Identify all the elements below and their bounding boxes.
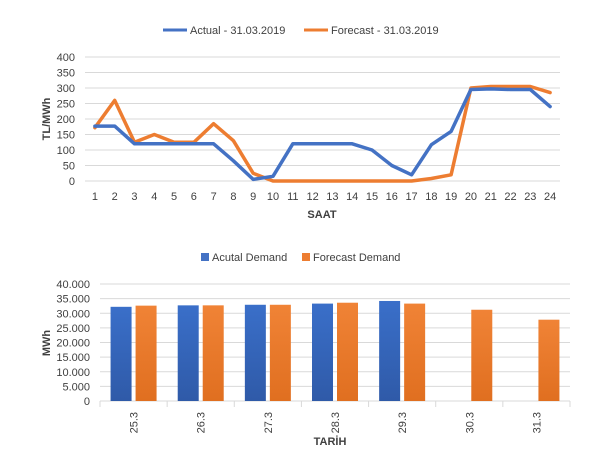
line-x-tick-label: 24 bbox=[544, 191, 556, 203]
line-x-tick-label: 14 bbox=[346, 191, 358, 203]
bar-gridlines bbox=[99, 283, 571, 407]
line-x-ticks: 1 2 3 4 5 6 7 8 9 10 11 12 13 14 15 16 17 18 19 20 21 22 23 24 bbox=[92, 191, 556, 203]
legend-label-forecast-demand: Forecast Demand bbox=[313, 252, 400, 264]
line-x-tick-label: 2 bbox=[112, 191, 118, 203]
line-x-tick-label: 4 bbox=[151, 191, 157, 203]
line-y-tick-label: 100 bbox=[57, 145, 75, 157]
line-x-tick-label: 6 bbox=[191, 191, 197, 203]
line-series-forecast bbox=[93, 84, 552, 183]
bar-actual-demand bbox=[244, 304, 266, 401]
bar-y-tick-label: 0 bbox=[84, 396, 90, 408]
line-x-tick-label: 5 bbox=[171, 191, 177, 203]
line-x-tick-label: 20 bbox=[465, 191, 477, 203]
bar-x-tick-label: 31.3 bbox=[531, 412, 543, 433]
line-x-tick-label: 8 bbox=[230, 191, 236, 203]
line-x-tick-label: 17 bbox=[405, 191, 417, 203]
bar-y-tick-label: 5.000 bbox=[62, 381, 90, 393]
line-x-tick-label: 15 bbox=[366, 191, 378, 203]
bar-x-tick-label: 27.3 bbox=[263, 412, 275, 433]
bar-x-tick-label: 25.3 bbox=[129, 412, 141, 433]
line-legend: Actual - 31.03.2019 Forecast - 31.03.201… bbox=[163, 25, 439, 37]
bar-legend: Acutal Demand Forecast Demand bbox=[201, 252, 400, 264]
bar-x-axis-title: TARİH bbox=[314, 435, 347, 448]
line-y-axis-title: TL/MWh bbox=[41, 97, 53, 140]
bar-y-tick-label: 40.000 bbox=[56, 279, 90, 291]
line-series-actual bbox=[93, 87, 552, 182]
bar-forecast-demand bbox=[471, 309, 493, 401]
line-y-tick-label: 300 bbox=[57, 83, 75, 95]
bar-y-tick-label: 25.000 bbox=[56, 323, 90, 335]
line-x-tick-label: 9 bbox=[250, 191, 256, 203]
bar-forecast-demand bbox=[404, 303, 426, 401]
line-x-axis-title: SAAT bbox=[307, 209, 336, 221]
bar-x-tick-label: 26.3 bbox=[196, 412, 208, 433]
bar-series bbox=[110, 300, 560, 401]
line-x-tick-label: 18 bbox=[425, 191, 437, 203]
line-x-tick-label: 3 bbox=[131, 191, 137, 203]
line-x-tick-label: 19 bbox=[445, 191, 457, 203]
line-y-tick-label: 400 bbox=[57, 52, 75, 64]
bar-y-tick-label: 15.000 bbox=[56, 352, 90, 364]
line-chart: Actual - 31.03.2019 Forecast - 31.03.201… bbox=[41, 25, 560, 221]
line-x-tick-label: 11 bbox=[287, 191, 298, 203]
bar-actual-demand bbox=[110, 306, 132, 401]
bar-actual-demand bbox=[177, 305, 199, 401]
bar-chart: Acutal Demand Forecast Demand 0 5.000 10.0… bbox=[41, 252, 571, 448]
legend-label-actual: Actual - 31.03.2019 bbox=[190, 25, 285, 37]
line-y-tick-label: 0 bbox=[69, 176, 75, 188]
line-x-tick-label: 21 bbox=[485, 191, 497, 203]
bar-x-tick-label: 30.3 bbox=[464, 412, 476, 433]
bar-forecast-demand bbox=[135, 305, 157, 401]
line-x-tick-label: 1 bbox=[92, 191, 98, 203]
bar-y-tick-label: 20.000 bbox=[56, 338, 90, 350]
bar-forecast-demand bbox=[269, 304, 291, 401]
bar-x-tick-label: 28.3 bbox=[330, 412, 342, 433]
bar-y-tick-label: 30.000 bbox=[56, 308, 90, 320]
line-x-tick-label: 7 bbox=[211, 191, 217, 203]
bar-actual-demand bbox=[312, 303, 333, 401]
line-x-tick-label: 10 bbox=[267, 191, 279, 203]
bar-y-tick-label: 35.000 bbox=[56, 294, 90, 306]
legend-label-actual-demand: Acutal Demand bbox=[212, 252, 287, 264]
line-series bbox=[93, 84, 552, 183]
line-y-tick-label: 350 bbox=[57, 68, 75, 80]
bar-x-tick-label: 29.3 bbox=[397, 412, 409, 433]
bar-forecast-demand bbox=[202, 305, 224, 401]
line-y-tick-label: 250 bbox=[57, 99, 75, 111]
line-gridlines bbox=[85, 56, 560, 182]
legend-swatch-forecast-demand bbox=[302, 253, 310, 261]
line-x-tick-label: 13 bbox=[326, 191, 338, 203]
bar-y-axis-title: MWh bbox=[41, 330, 53, 357]
line-x-tick-label: 23 bbox=[524, 191, 536, 203]
bar-actual-demand bbox=[379, 300, 401, 401]
bar-y-ticks: 0 5.000 10.000 15.000 20.000 25.000 30.000 35.0… bbox=[56, 279, 90, 408]
line-y-tick-label: 200 bbox=[57, 114, 75, 126]
line-y-tick-label: 150 bbox=[57, 130, 75, 142]
bar-x-ticks: 25.3 26.3 27.3 28.3 29.3 30.3 31.3 bbox=[129, 412, 544, 433]
line-x-tick-label: 16 bbox=[386, 191, 398, 203]
bar-forecast-demand bbox=[538, 319, 560, 401]
line-x-tick-label: 12 bbox=[306, 191, 318, 203]
legend-label-forecast: Forecast - 31.03.2019 bbox=[331, 25, 439, 37]
legend-swatch-actual-demand bbox=[201, 253, 209, 261]
bar-y-tick-label: 10.000 bbox=[56, 367, 90, 379]
line-y-tick-label: 50 bbox=[63, 161, 75, 173]
line-y-ticks: 0 50 100 150 200 250 300 350 400 bbox=[57, 52, 75, 188]
line-x-tick-label: 22 bbox=[504, 191, 516, 203]
bar-forecast-demand bbox=[337, 302, 358, 401]
